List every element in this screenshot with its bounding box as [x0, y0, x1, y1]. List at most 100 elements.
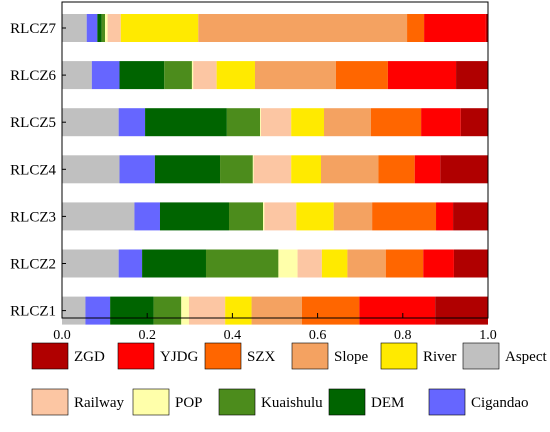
bar-rlcz7-dem: [97, 14, 102, 42]
legend-label-dem: DEM: [371, 395, 404, 411]
bar-rlcz2-dem: [142, 249, 206, 278]
legend-label-kuaishulu: Kuaishulu: [261, 395, 323, 411]
legend-label-yjdg: YJDG: [160, 349, 199, 365]
legend-label-slope: Slope: [334, 349, 369, 365]
bar-rlcz3-railway: [264, 202, 297, 231]
bar-rlcz5-yjdg: [421, 108, 461, 137]
bar-rlcz6-river: [216, 61, 255, 90]
bar-rlcz6-pop: [191, 61, 194, 90]
bar-rlcz6-aspect: [62, 61, 92, 90]
bar-rlcz3-river: [296, 202, 334, 231]
bar-rlcz5-railway: [260, 108, 292, 137]
legend-swatch-aspect: [462, 342, 500, 370]
bar-rlcz7-railway: [107, 14, 121, 42]
bar-rlcz7-slope: [198, 14, 408, 42]
bar-rlcz1-yjdg: [359, 296, 436, 325]
bar-rlcz2-kuaishulu: [205, 249, 279, 278]
x-tick-label: 0.4: [224, 328, 242, 343]
legend-label-zgd: ZGD: [74, 349, 105, 365]
bar-rlcz1-cigandao: [85, 296, 111, 325]
bar-rlcz1-kuaishulu: [153, 296, 182, 325]
bar-rlcz1-pop: [181, 296, 189, 325]
legend-swatch-railway: [31, 388, 69, 416]
bar-rlcz3-kuaishulu: [228, 202, 264, 231]
bar-rlcz7-szx: [407, 14, 425, 42]
bar-rlcz7-river: [120, 14, 199, 42]
category-label-rlcz3: RLCZ3: [10, 209, 56, 225]
axes-layer: RLCZ7 RLCZ6 RLCZ5 RLCZ4 RLCZ3 RLCZ2 RLCZ1 0.0 0.…: [10, 1, 497, 343]
bar-rlcz4-aspect: [62, 155, 120, 184]
bar-rlcz7-aspect: [62, 14, 87, 42]
bar-rlcz6-yjdg: [387, 61, 457, 90]
bar-rlcz5-river: [291, 108, 324, 137]
bar-rlcz2-zgd: [453, 249, 488, 278]
bar-rlcz1-szx: [301, 296, 360, 325]
legend-swatch-slope: [291, 342, 329, 370]
bar-rlcz5-szx: [370, 108, 422, 137]
bar-rlcz2-railway: [297, 249, 322, 278]
category-label-rlcz6: RLCZ6: [10, 68, 56, 84]
bar-rlcz3-pop: [263, 202, 265, 231]
legend-label-pop: POP: [175, 395, 203, 411]
bar-rlcz2-aspect: [62, 249, 119, 278]
bar-rlcz1-railway: [188, 296, 226, 325]
legend-swatch-kuaishulu: [218, 388, 256, 416]
bar-rlcz2-slope: [347, 249, 386, 278]
bar-rlcz4-railway: [253, 155, 292, 184]
bars-layer: [62, 14, 488, 325]
bar-rlcz5-aspect: [62, 108, 119, 137]
bar-rlcz7-pop: [105, 14, 108, 42]
bar-rlcz3-szx: [372, 202, 437, 231]
bar-rlcz6-zgd: [456, 61, 488, 90]
legend-swatch-cigandao: [428, 388, 466, 416]
bar-rlcz4-yjdg: [414, 155, 441, 184]
bar-rlcz3-slope: [333, 202, 373, 231]
legend-label-szx: SZX: [247, 349, 276, 365]
legend-label-cigandao: Cigandao: [471, 395, 529, 411]
bar-rlcz4-pop: [252, 155, 254, 184]
legend-swatch-szx: [204, 342, 242, 370]
bar-rlcz7-yjdg: [424, 14, 486, 42]
legend-label-aspect: Aspect: [505, 349, 547, 365]
bar-rlcz3-zgd: [453, 202, 488, 231]
bar-rlcz2-river: [321, 249, 348, 278]
bar-rlcz4-cigandao: [119, 155, 155, 184]
bar-rlcz4-kuaishulu: [220, 155, 253, 184]
bar-rlcz3-aspect: [62, 202, 135, 231]
bar-rlcz2-szx: [385, 249, 424, 278]
bar-rlcz1-dem: [110, 296, 154, 325]
plot-frame: [61, 1, 489, 319]
x-tick-label: 0.2: [138, 328, 156, 343]
x-tick-label: 0.8: [394, 328, 412, 343]
bar-rlcz2-yjdg: [423, 249, 454, 278]
bar-rlcz6-kuaishulu: [164, 61, 192, 90]
legend-swatch-pop: [132, 388, 170, 416]
bar-rlcz7-kuaishulu: [101, 14, 106, 42]
bar-rlcz6-cigandao: [91, 61, 120, 90]
category-label-rlcz1: RLCZ1: [10, 304, 56, 320]
bar-rlcz4-szx: [378, 155, 415, 184]
x-tick-label: 0.6: [309, 328, 327, 343]
bar-rlcz1-slope: [251, 296, 302, 325]
legend-swatch-yjdg: [117, 342, 155, 370]
bar-rlcz4-slope: [321, 155, 379, 184]
bar-rlcz6-slope: [254, 61, 336, 90]
category-label-rlcz7: RLCZ7: [10, 21, 56, 37]
bar-rlcz6-szx: [335, 61, 388, 90]
bar-rlcz3-cigandao: [134, 202, 160, 231]
bar-rlcz5-slope: [323, 108, 371, 137]
category-label-rlcz2: RLCZ2: [10, 257, 56, 273]
legend-swatch-river: [380, 342, 418, 370]
bar-rlcz5-pop: [260, 108, 261, 137]
bar-rlcz4-river: [291, 155, 322, 184]
bar-rlcz3-yjdg: [436, 202, 454, 231]
bar-rlcz5-dem: [145, 108, 227, 137]
bar-rlcz2-pop: [278, 249, 298, 278]
bar-rlcz5-cigandao: [118, 108, 146, 137]
bar-rlcz5-kuaishulu: [226, 108, 261, 137]
bar-rlcz2-cigandao: [118, 249, 143, 278]
bar-rlcz4-zgd: [440, 155, 488, 184]
category-label-rlcz5: RLCZ5: [10, 115, 56, 131]
